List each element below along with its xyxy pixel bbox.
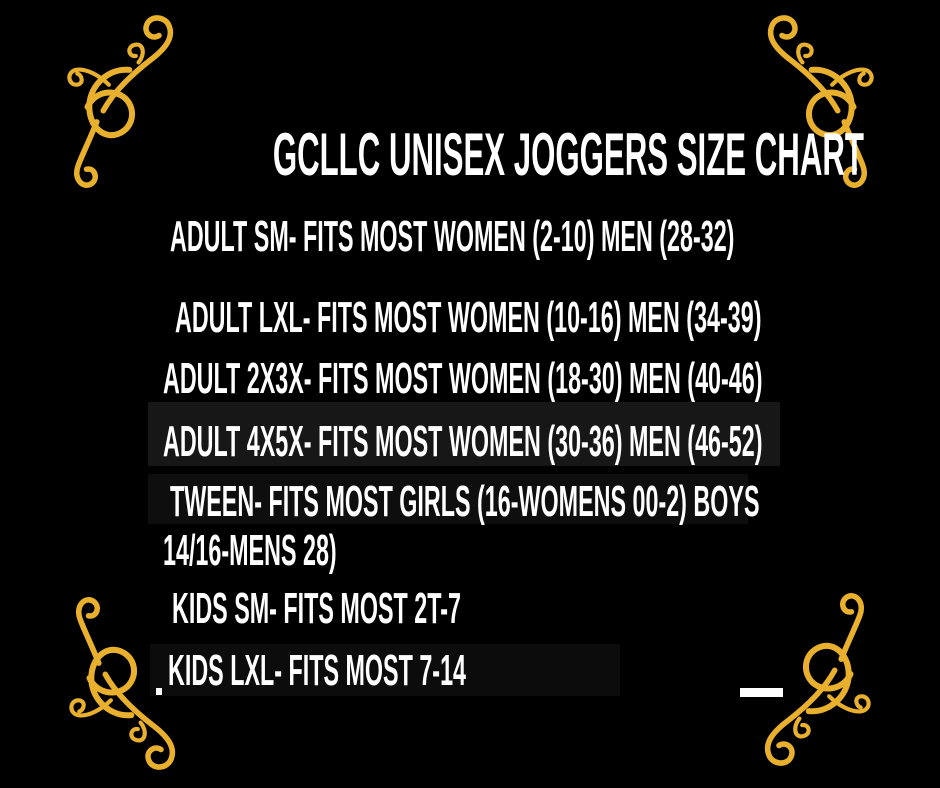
size-row-kids-lxl: KIDS LXL- FITS MOST 7-14 (168, 649, 730, 693)
flourish-bottom-right-icon (753, 588, 883, 773)
size-row-kids-sm: KIDS SM- FITS MOST 2T-7 (172, 587, 717, 631)
page-title-text: GCLLC UNISEX JOGGERS SIZE CHART (272, 121, 864, 188)
size-row-text: ADULT SM- FITS MOST WOMEN (2-10) MEN (28… (170, 212, 735, 261)
size-row-text: KIDS LXL- FITS MOST 7-14 (168, 646, 467, 695)
size-row-tween-line2: 14/16-MENS 28) (163, 529, 491, 573)
dash-mark (740, 688, 783, 697)
size-row-text: ADULT LXL- FITS MOST WOMEN (10-16) MEN (… (175, 293, 762, 342)
size-row-text: TWEEN- FITS MOST GIRLS (16-WOMENS 00-2) … (170, 477, 760, 526)
size-row-adult-2x3x: ADULT 2X3X- FITS MOST WOMEN (18-30) MEN … (163, 357, 940, 401)
size-row-adult-sm: ADULT SM- FITS MOST WOMEN (2-10) MEN (28… (170, 215, 940, 259)
dot-mark (156, 688, 162, 695)
size-row-adult-4x5x: ADULT 4X5X- FITS MOST WOMEN (30-36) MEN … (163, 420, 940, 464)
size-row-adult-lxl: ADULT LXL- FITS MOST WOMEN (10-16) MEN (… (175, 296, 940, 340)
size-row-text: ADULT 2X3X- FITS MOST WOMEN (18-30) MEN … (163, 354, 763, 403)
size-row-text: ADULT 4X5X- FITS MOST WOMEN (30-36) MEN … (163, 417, 763, 466)
size-row-text: KIDS SM- FITS MOST 2T-7 (172, 584, 461, 633)
size-row-tween-line1: TWEEN- FITS MOST GIRLS (16-WOMENS 00-2) … (170, 480, 940, 524)
size-row-text: 14/16-MENS 28) (163, 526, 337, 575)
page-title: GCLLC UNISEX JOGGERS SIZE CHART (0, 125, 940, 185)
